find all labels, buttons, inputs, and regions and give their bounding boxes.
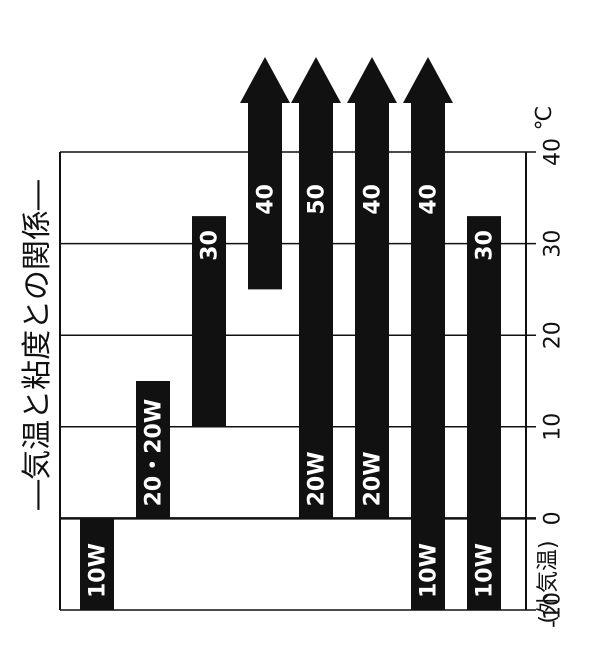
tick-label: 30: [541, 230, 566, 258]
x-axis-label: (外気温): [536, 540, 561, 623]
bar-arrow: [347, 57, 397, 519]
bar: [136, 381, 170, 519]
bar-label-bottom: 10W: [417, 543, 442, 598]
bar-arrow: [240, 57, 290, 290]
grid-lines: [59, 151, 536, 611]
bar-label-top: 30: [198, 230, 223, 261]
bars-layer: [80, 57, 501, 610]
bar-label-top: 50: [305, 184, 330, 215]
tick-label: 10: [541, 413, 566, 441]
bar: [467, 216, 501, 610]
bar-label-top: 30: [473, 230, 498, 261]
axis-ticks-layer: -10 0 10 20 30 40: [541, 138, 566, 628]
bar-label-bottom: 20W: [305, 452, 330, 507]
chart-title: ―気温と粘度との関係―: [20, 180, 55, 510]
bar-label-bottom: 20W: [361, 452, 386, 507]
bar-label-bottom: 10W: [86, 543, 111, 598]
bar-label-bottom: 20・20W: [142, 399, 167, 507]
tick-label: 40: [541, 138, 566, 166]
unit-label: ℃: [532, 106, 557, 131]
bar: [192, 216, 226, 427]
tick-label: 0: [541, 511, 566, 525]
bar-arrow: [403, 57, 453, 610]
bar: [80, 518, 114, 610]
bar-label-top: 40: [417, 184, 442, 215]
tick-label: 20: [541, 321, 566, 349]
bar-arrow: [291, 57, 341, 519]
bar-label-top: 40: [361, 184, 386, 215]
bar-label-bottom: 10W: [473, 543, 498, 598]
tick-label: -10: [541, 592, 566, 628]
bar-labels-layer: 10W 20・20W 30 40 20W 50 20W 40 10W 40 10W 30: [86, 184, 498, 598]
bar-label-top: 40: [254, 184, 279, 215]
